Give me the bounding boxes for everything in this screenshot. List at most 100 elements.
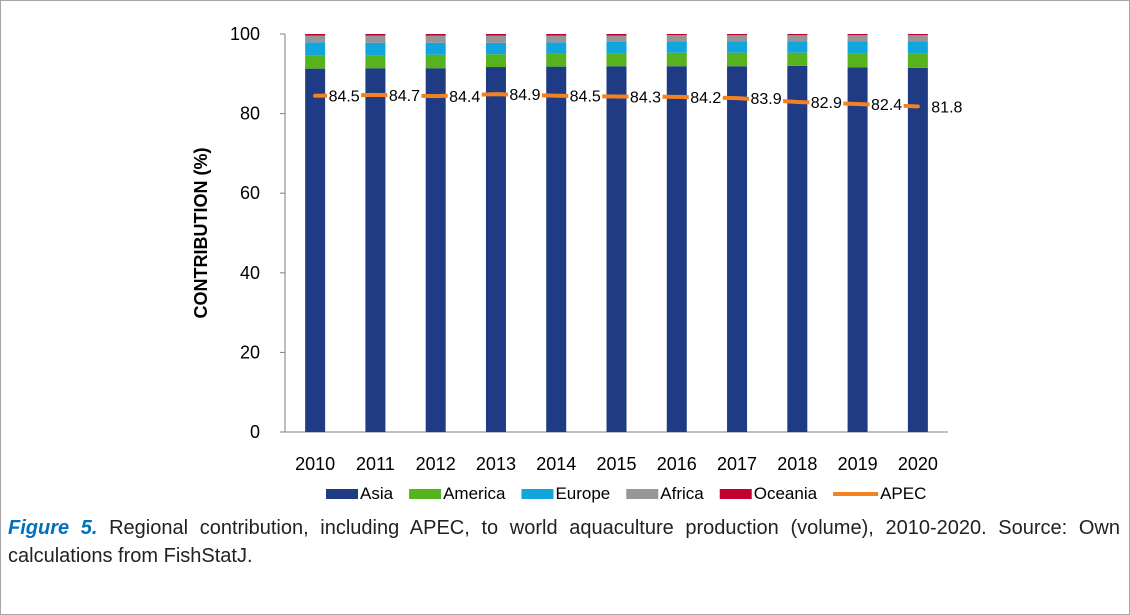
- bar-europe-2017: [727, 41, 748, 53]
- data-label-bg: [327, 84, 362, 107]
- data-label-bg: [749, 87, 784, 110]
- bar-africa-2015: [606, 35, 627, 42]
- bar-america-2018: [787, 52, 808, 66]
- data-label-bg: [628, 85, 663, 108]
- bar-oceania-2017: [727, 34, 748, 36]
- bar-europe-2012: [425, 42, 446, 55]
- apec-data-label: 84.4: [449, 89, 480, 106]
- bar-europe-2016: [666, 41, 687, 53]
- bar-oceania-2019: [847, 34, 868, 36]
- bar-asia-2010: [305, 68, 326, 432]
- x-tick-label: 2016: [657, 454, 697, 474]
- x-tick-label: 2014: [536, 454, 576, 474]
- y-tick-label: 80: [240, 104, 260, 124]
- data-label-bg: [447, 85, 482, 108]
- bar-america-2010: [305, 55, 326, 69]
- data-label-bg: [507, 83, 542, 106]
- bar-africa-2016: [666, 35, 687, 42]
- bar-europe-2018: [787, 41, 808, 53]
- bar-oceania-2013: [485, 34, 506, 36]
- x-tick-label: 2018: [777, 454, 817, 474]
- bar-europe-2013: [485, 42, 506, 55]
- x-tick-label: 2020: [898, 454, 938, 474]
- bar-africa-2011: [365, 35, 386, 43]
- figure-caption: Figure 5. Regional contribution, includi…: [8, 514, 1120, 570]
- apec-data-label: 84.5: [329, 89, 360, 106]
- bar-oceania-2020: [907, 34, 928, 36]
- apec-data-label: 84.2: [690, 90, 721, 107]
- bar-oceania-2012: [425, 34, 446, 36]
- apec-data-label: 82.4: [871, 97, 902, 114]
- apec-data-label: 84.7: [389, 88, 420, 105]
- y-tick-label: 40: [240, 263, 260, 283]
- bar-europe-2019: [847, 41, 868, 54]
- legend-label-america: America: [443, 484, 506, 503]
- legend-label-asia: Asia: [360, 484, 394, 503]
- legend-label-europe: Europe: [555, 484, 610, 503]
- data-label-bg: [387, 83, 422, 106]
- legend-swatch-africa: [626, 489, 659, 499]
- apec-data-label: 83.9: [750, 91, 781, 108]
- bar-oceania-2015: [606, 34, 627, 36]
- data-label-bg: [929, 95, 964, 118]
- bar-europe-2010: [305, 42, 326, 56]
- bar-america-2016: [666, 52, 687, 67]
- bar-oceania-2011: [365, 34, 386, 36]
- y-tick-label: 60: [240, 183, 260, 203]
- bar-africa-2013: [485, 35, 506, 43]
- bar-asia-2016: [666, 66, 687, 432]
- bar-america-2019: [847, 53, 868, 68]
- bar-asia-2012: [425, 68, 446, 432]
- x-tick-label: 2011: [356, 454, 395, 474]
- bar-america-2011: [365, 55, 386, 69]
- bar-europe-2015: [606, 41, 627, 54]
- legend-swatch-oceania: [719, 489, 752, 499]
- bar-asia-2020: [907, 67, 928, 432]
- x-tick-label: 2012: [416, 454, 456, 474]
- y-tick-label: 100: [230, 24, 260, 44]
- bar-africa-2019: [847, 35, 868, 42]
- bar-europe-2011: [365, 42, 386, 56]
- apec-data-label: 84.3: [630, 89, 661, 106]
- bar-africa-2012: [425, 35, 446, 43]
- data-label-bg: [869, 93, 904, 116]
- legend-swatch-asia: [326, 489, 358, 499]
- caption-text: Regional contribution, including APEC, t…: [8, 517, 1120, 567]
- bar-america-2014: [546, 53, 567, 67]
- bar-america-2012: [425, 54, 446, 69]
- x-tick-label: 2013: [476, 454, 516, 474]
- y-axis-title: CONTRIBUTION (%): [191, 148, 211, 319]
- bar-america-2015: [606, 53, 627, 67]
- bar-asia-2018: [787, 65, 808, 432]
- y-tick-label: 0: [250, 422, 260, 442]
- figure-label: Figure 5.: [8, 517, 98, 539]
- bar-africa-2014: [546, 35, 567, 43]
- apec-data-label: 82.9: [811, 95, 842, 112]
- y-tick-label: 20: [240, 342, 260, 362]
- x-tick-label: 2019: [838, 454, 878, 474]
- x-tick-label: 2017: [717, 454, 757, 474]
- bar-america-2017: [727, 52, 748, 67]
- bar-africa-2018: [787, 35, 808, 42]
- data-label-bg: [688, 85, 723, 108]
- legend-swatch-america: [409, 489, 442, 499]
- x-tick-label: 2010: [295, 454, 335, 474]
- bar-africa-2020: [907, 35, 928, 42]
- legend-label-oceania: Oceania: [754, 484, 818, 503]
- legend-swatch-europe: [521, 489, 554, 499]
- bar-oceania-2014: [546, 34, 567, 36]
- bar-america-2020: [907, 53, 928, 68]
- bar-europe-2014: [546, 42, 567, 54]
- bar-europe-2020: [907, 41, 928, 54]
- bar-asia-2011: [365, 68, 386, 432]
- bar-oceania-2010: [305, 34, 326, 36]
- bar-africa-2010: [305, 35, 326, 43]
- data-label-bg: [568, 84, 603, 107]
- bar-america-2013: [485, 54, 506, 68]
- bar-asia-2013: [485, 67, 506, 432]
- legend-label-africa: Africa: [660, 484, 704, 503]
- x-tick-label: 2015: [596, 454, 636, 474]
- stacked-bar-chart: 0 20 40 60 80 100 CONTRIBUTION (%) 2010 2011 2012…: [191, 24, 964, 503]
- bar-africa-2017: [727, 35, 748, 42]
- bar-asia-2019: [847, 67, 868, 432]
